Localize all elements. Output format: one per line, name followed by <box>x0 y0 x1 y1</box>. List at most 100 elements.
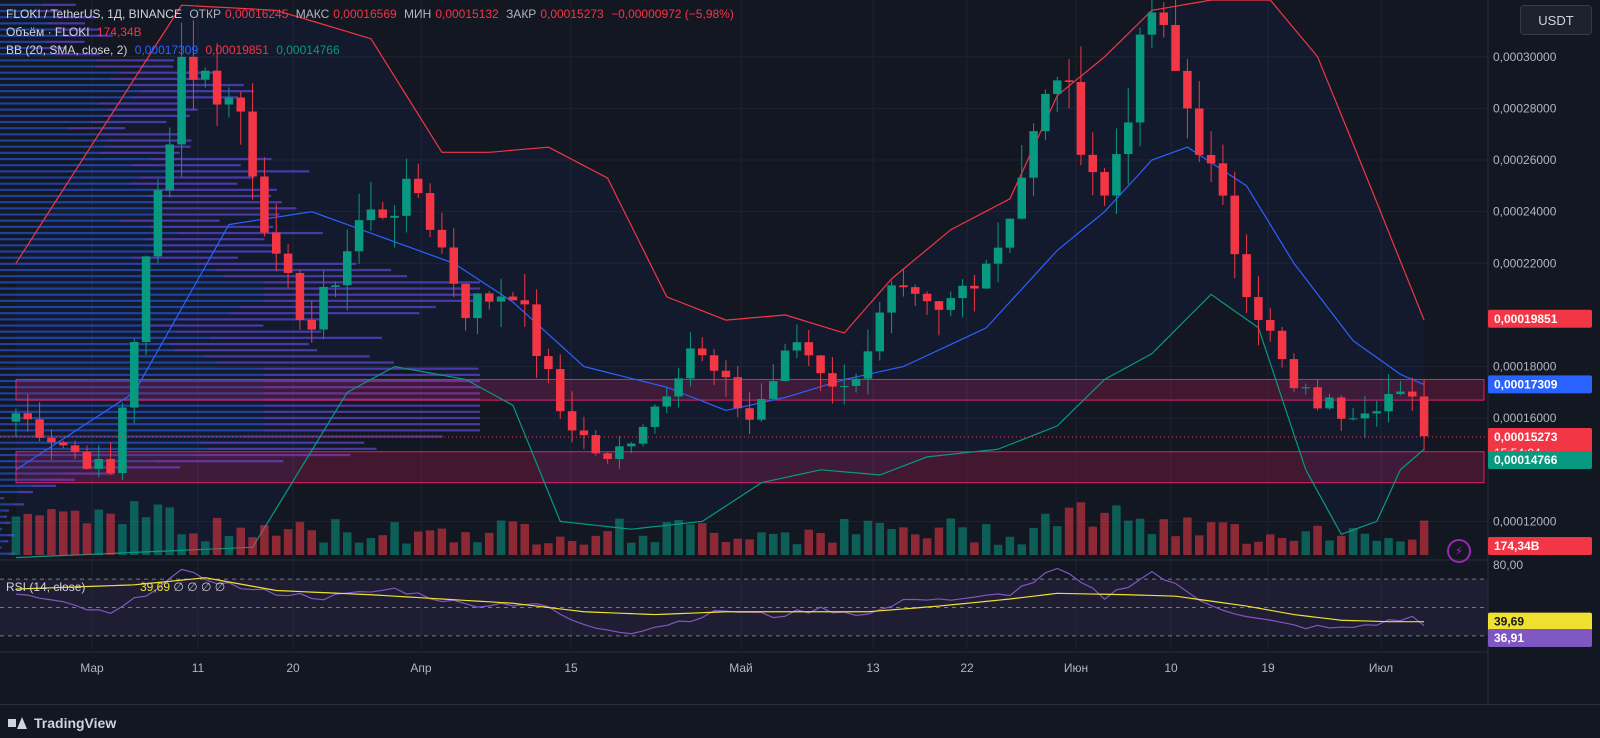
volume-bar <box>319 542 328 555</box>
volume-bar <box>70 510 80 555</box>
candle-body <box>828 373 837 387</box>
profile-bar-share <box>264 373 480 376</box>
profile-bar <box>0 207 297 210</box>
volume-bar <box>1254 541 1263 555</box>
candle-body <box>544 356 553 370</box>
volume-bar <box>236 527 246 555</box>
candle-body <box>141 256 151 342</box>
volume-bar <box>1183 517 1192 555</box>
volume-bar <box>899 527 908 555</box>
candle-body <box>177 56 186 145</box>
profile-bar-share <box>3 515 7 518</box>
profile-bar <box>0 478 75 481</box>
volume-bar <box>958 527 967 555</box>
profile-bar-share <box>104 114 190 117</box>
profile-bar <box>0 410 480 413</box>
rsi-na-values: ∅ ∅ ∅ ∅ <box>173 580 226 594</box>
volume-bar <box>674 520 683 555</box>
ohlc-legend: FLOKI / TetherUS, 1Д, BINANCE ОТКР 0,0001… <box>6 6 738 22</box>
candle-body <box>449 247 459 284</box>
candle-body <box>567 411 577 431</box>
profile-bar <box>0 287 480 290</box>
price-tick-label: 0,00016000 <box>1493 411 1557 425</box>
profile-bar-share <box>169 342 309 346</box>
profile-bar-share <box>41 3 76 6</box>
profile-bar <box>0 108 198 111</box>
open-value: 0,00016245 <box>224 7 289 21</box>
profile-bar-share <box>264 429 480 432</box>
profile-bar-share <box>154 201 282 204</box>
profile-bar <box>0 46 66 50</box>
profile-bar-share <box>4 540 9 543</box>
profile-bar-share <box>0 546 2 549</box>
volume-bar <box>283 529 293 555</box>
volume-bar <box>496 520 506 555</box>
profile-bar <box>0 281 480 284</box>
candle-body <box>591 435 601 454</box>
volume-bar <box>461 532 470 555</box>
candle-body <box>638 426 648 444</box>
volume-bar <box>1017 544 1027 555</box>
profile-bar-share <box>264 293 480 296</box>
profile-bar-share <box>46 22 86 25</box>
profile-bar <box>0 238 265 241</box>
profile-bar-share <box>30 484 57 487</box>
profile-bar <box>0 219 220 222</box>
profile-bar-share <box>33 9 62 13</box>
candle-body <box>496 296 506 302</box>
tradingview-logo[interactable]: TradingView <box>8 715 116 731</box>
volume-bar <box>106 513 115 555</box>
candle-body <box>579 430 589 436</box>
candle-body <box>248 111 257 177</box>
badge-bb-lower: 0,00014766 <box>1494 453 1558 467</box>
volume-bar <box>1100 512 1109 555</box>
profile-bar <box>0 40 85 43</box>
profile-bar-share <box>8 534 15 537</box>
volume-bar <box>354 542 364 555</box>
profile-bar-share <box>264 404 480 407</box>
candle-body <box>1265 319 1275 331</box>
brand-name: TradingView <box>34 715 117 731</box>
volume-bar <box>1123 520 1133 555</box>
candle-body <box>1277 330 1287 360</box>
profile-bar <box>0 293 480 296</box>
volume-bar <box>922 538 932 555</box>
candle-body <box>35 419 44 438</box>
volume-bar <box>863 520 873 555</box>
candle-body <box>1123 122 1133 155</box>
candle-body <box>106 458 115 474</box>
price-tick-label: 0,00012000 <box>1493 514 1557 528</box>
candle-body <box>993 247 1003 264</box>
profile-bar <box>0 250 282 253</box>
profile-bar-share <box>104 145 191 148</box>
volume-bar <box>94 509 104 555</box>
volume-bar <box>1135 518 1145 555</box>
volume-bar <box>555 536 565 555</box>
candle-body <box>461 283 470 319</box>
candle-body <box>307 319 317 330</box>
candle-body <box>603 453 612 459</box>
badge-rsi-sma: 39,69 <box>1494 615 1524 629</box>
profile-bar <box>0 472 115 475</box>
profile-bar-share <box>178 318 325 321</box>
volume-bar <box>532 544 541 555</box>
candle-body <box>1064 80 1074 82</box>
candle-body <box>342 251 352 286</box>
profile-bar-share <box>153 213 280 216</box>
candle-body <box>1206 154 1216 164</box>
candle-body <box>1372 411 1382 414</box>
volume-bar <box>437 528 447 555</box>
volume-bar <box>780 532 790 555</box>
volume-bar <box>271 535 281 555</box>
candle-body <box>118 407 127 474</box>
alert-bolt-icon[interactable]: ⚡ <box>1447 539 1471 563</box>
profile-bar <box>0 299 480 302</box>
time-tick-label: 10 <box>1164 661 1178 675</box>
profile-bar-share <box>52 16 96 19</box>
candle-body <box>1360 413 1370 419</box>
candle-body <box>981 263 991 289</box>
profile-bar <box>0 170 310 173</box>
currency-button[interactable]: USDT <box>1520 5 1592 35</box>
volume-bar <box>1052 526 1062 555</box>
